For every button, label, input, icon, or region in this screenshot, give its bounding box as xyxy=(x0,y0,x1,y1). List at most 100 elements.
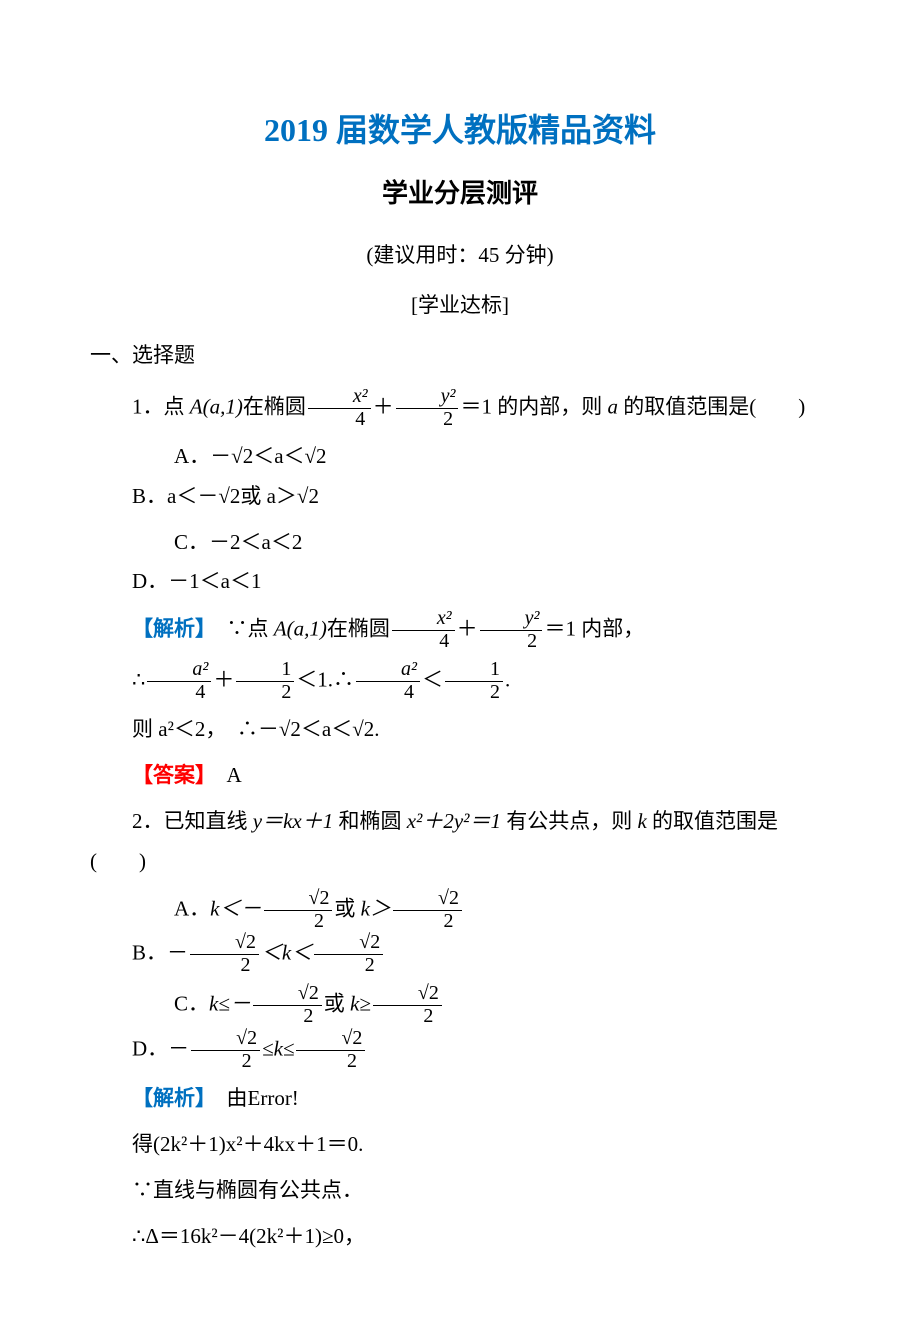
q2-mid: 和椭圆 xyxy=(333,809,407,833)
q1-ana2-f1: a²4 xyxy=(147,659,211,704)
q2C-or: 或 xyxy=(324,992,350,1016)
q2D-f1d: 2 xyxy=(191,1051,260,1073)
q1-var: a xyxy=(607,394,618,418)
time-note: (建议用时：45 分钟) xyxy=(90,236,830,276)
q1-ana2-f3d: 4 xyxy=(356,682,420,704)
main-title: 2019 届数学人教版精品资料 xyxy=(90,100,830,161)
q1-answer: 【答案】 A xyxy=(90,756,830,796)
q2A-f2: √22 xyxy=(393,888,462,933)
q1-ana2-m3: ＜ xyxy=(422,667,443,691)
q2B-f2d: 2 xyxy=(314,955,383,977)
q1-analysis-line2: ∴a²4＋12＜1.∴a²4＜12. xyxy=(90,659,830,704)
q2C-f1d: 2 xyxy=(253,1006,322,1028)
q1-optC: C．－2＜a＜2 xyxy=(132,523,487,563)
q1-prefix: 1．点 xyxy=(132,394,190,418)
q1-ana2-f4: 12 xyxy=(445,659,503,704)
q2-eq1: y＝kx＋1 xyxy=(253,809,333,833)
q2D-mid: ≤k≤ xyxy=(262,1036,294,1060)
q1-ana2-f2n: 1 xyxy=(236,659,294,682)
q2A-p1: k＜－ xyxy=(210,896,261,920)
q2B-f2: √22 xyxy=(314,932,383,977)
q2C-f2d: 2 xyxy=(373,1006,442,1028)
q2C-p2: k≥ xyxy=(350,992,371,1016)
q2D-f1: √22 xyxy=(191,1028,260,1073)
q1-mid2: ＝1 的内部，则 xyxy=(460,394,607,418)
q1-ana1-f2n: y² xyxy=(480,608,543,631)
q2-optB: B．－√22＜k＜√22 xyxy=(90,932,445,977)
q1-ana1-plus: ＋ xyxy=(457,617,478,641)
analysis-label-2: 【解析】 xyxy=(132,1086,206,1110)
q1-ana1-f1d: 4 xyxy=(392,631,455,653)
q2-var: k xyxy=(637,809,646,833)
q2-analysis-line2: 得(2k²＋1)x²＋4kx＋1＝0. xyxy=(90,1125,830,1165)
q1-frac1-den: 4 xyxy=(308,409,371,431)
q1-options-row1: A．－√2＜a＜√2 B．a＜－√2或 a＞√2 xyxy=(90,437,830,517)
q1-ana2-f1d: 4 xyxy=(147,682,211,704)
q2A-or: 或 xyxy=(334,896,360,920)
q2-analysis-line3: ∵直线与椭圆有公共点． xyxy=(90,1171,830,1211)
q2-options-row1: A．k＜－√22或 k＞√22 B．－√22＜k＜√22 xyxy=(90,888,830,978)
q2A-pre: A． xyxy=(174,896,210,920)
q1-ana1-f1n: x² xyxy=(392,608,455,631)
q1-frac2: y²2 xyxy=(396,386,459,431)
q1-ana1-point: A(a,1) xyxy=(274,617,327,641)
answer-label: 【答案】 xyxy=(132,763,206,787)
section-1-header: 一、选择题 xyxy=(90,336,830,376)
q1-options-row2: C．－2＜a＜2 D．－1＜a＜1 xyxy=(90,523,830,603)
q1-ana1-frac2: y²2 xyxy=(480,608,543,653)
q2B-f2n: √2 xyxy=(314,932,383,955)
q2B-f1: √22 xyxy=(190,932,259,977)
q2B-f1n: √2 xyxy=(190,932,259,955)
q1-mid1: 在椭圆 xyxy=(243,394,306,418)
q2-optD: D．－√22≤k≤√22 xyxy=(90,1028,445,1073)
q1-ana2-m1: ＋ xyxy=(213,667,234,691)
analysis-label: 【解析】 xyxy=(132,617,206,641)
q2D-f2n: √2 xyxy=(296,1028,365,1051)
q2-analysis-line1: 【解析】 由Error! xyxy=(90,1079,830,1119)
q1-ana2-f2d: 2 xyxy=(236,682,294,704)
q2-stem: 2．已知直线 y＝kx＋1 和椭圆 x²＋2y²＝1 有公共点，则 k 的取值范… xyxy=(90,802,830,882)
q1-ana2-f2: 12 xyxy=(236,659,294,704)
q2C-f2: √22 xyxy=(373,983,442,1028)
q1-ana2-m2: ＜1.∴ xyxy=(296,667,354,691)
q1-answer-value: A xyxy=(206,763,242,787)
q1-ana2-post: . xyxy=(505,667,510,691)
q1-optA: A．－√2＜a＜√2 xyxy=(132,437,487,477)
q2A-p2: k＞ xyxy=(361,896,391,920)
q1-ana2-pre: ∴ xyxy=(132,667,145,691)
q1-frac2-num: y² xyxy=(396,386,459,409)
q1-ana1-mid: 在椭圆 xyxy=(327,617,390,641)
q2-eq2: x²＋2y²＝1 xyxy=(407,809,501,833)
q1-point: A(a,1) xyxy=(190,394,243,418)
q1-ana1-pre: ∵点 xyxy=(206,617,274,641)
q1-frac1-num: x² xyxy=(308,386,371,409)
q2-optC: C．k≤－√22或 k≥√22 xyxy=(132,983,487,1028)
q2-options-row2: C．k≤－√22或 k≥√22 D．－√22≤k≤√22 xyxy=(90,983,830,1073)
q1-plus: ＋ xyxy=(373,394,394,418)
q2C-f1n: √2 xyxy=(253,983,322,1006)
q2C-f2n: √2 xyxy=(373,983,442,1006)
q1-optB: B．a＜－√2或 a＞√2 xyxy=(90,477,445,517)
q1-mid3: 的取值范围是( ) xyxy=(618,394,805,418)
q2B-f1d: 2 xyxy=(190,955,259,977)
q2A-f1: √22 xyxy=(264,888,333,933)
q2-analysis-line4: ∴Δ＝16k²－4(2k²＋1)≥0， xyxy=(90,1217,830,1257)
q1-ana2-f3: a²4 xyxy=(356,659,420,704)
q1-ana2-f4d: 2 xyxy=(445,682,503,704)
q2B-mid: ＜k＜ xyxy=(261,941,312,965)
q2D-pre: D．－ xyxy=(132,1036,189,1060)
q1-ana1-post: ＝1 内部， xyxy=(544,617,644,641)
q1-analysis-line3: 则 a²＜2， ∴－√2＜a＜√2. xyxy=(90,710,830,750)
q2-post: 有公共点，则 xyxy=(501,809,638,833)
q2C-f1: √22 xyxy=(253,983,322,1028)
q2A-f2d: 2 xyxy=(393,911,462,933)
standard-header: [学业达标] xyxy=(90,286,830,326)
q2D-f1n: √2 xyxy=(191,1028,260,1051)
q1-ana1-frac1: x²4 xyxy=(392,608,455,653)
q2A-f1d: 2 xyxy=(264,911,333,933)
q1-optD: D．－1＜a＜1 xyxy=(90,562,445,602)
q2A-f1n: √2 xyxy=(264,888,333,911)
q2-pre: 2．已知直线 xyxy=(132,809,253,833)
q2A-f2n: √2 xyxy=(393,888,462,911)
q2-ana1: 由Error! xyxy=(206,1086,299,1110)
